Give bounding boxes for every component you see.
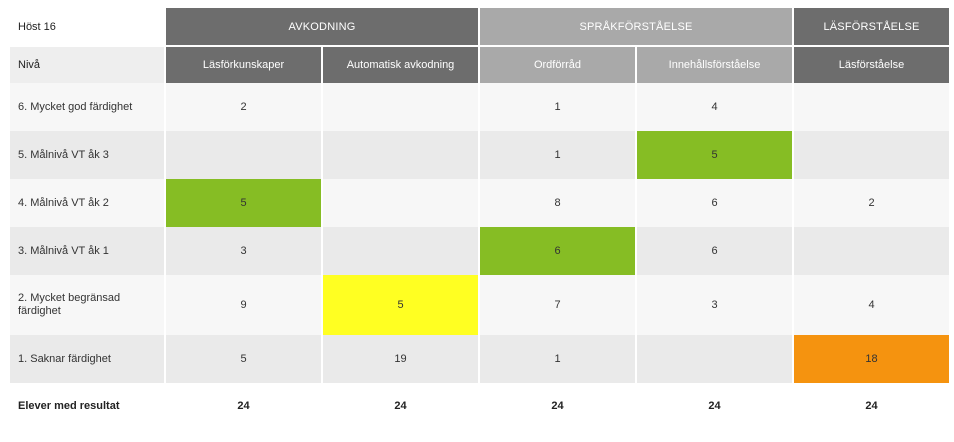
table-cell [794, 227, 950, 275]
total-label: Elever med resultat [10, 383, 164, 429]
total-cell: 24 [637, 383, 793, 429]
table-cell [323, 131, 478, 179]
column-header-lasforkunskaper: Läsförkunskaper [166, 45, 321, 83]
column-header-lasforstaelse: Läsförståelse [794, 45, 950, 83]
column-header-innehallsforstaelse: Innehållsförståelse [637, 45, 793, 83]
group-lasforstaelse: LÄSFÖRSTÅELSE [794, 8, 950, 45]
table-cell: 19 [323, 335, 478, 383]
level-header: Nivå [10, 45, 164, 83]
column-header-ordforrad: Ordförråd [480, 45, 635, 83]
group-sprakforstaelse: SPRÅKFÖRSTÅELSE [480, 8, 793, 45]
table-row: 3. Målnivå VT åk 1 3 6 6 [10, 227, 950, 275]
highlighted-cell: 18 [794, 335, 950, 383]
table-cell: 5 [166, 335, 321, 383]
total-cell: 24 [166, 383, 321, 429]
table-row: 4. Målnivå VT åk 2 5 8 6 2 [10, 179, 950, 227]
table-cell [794, 131, 950, 179]
table-cell [637, 335, 793, 383]
highlighted-cell: 5 [637, 131, 793, 179]
column-header-automatisk-avkodning: Automatisk avkodning [323, 45, 478, 83]
table-row: 2. Mycket begränsad färdighet 9 5 7 3 4 [10, 275, 950, 335]
level-label: 4. Målnivå VT åk 2 [10, 179, 164, 227]
table-cell: 2 [794, 179, 950, 227]
table-cell [166, 131, 321, 179]
table-cell: 1 [480, 131, 635, 179]
table-cell [794, 83, 950, 131]
highlighted-cell: 5 [323, 275, 478, 335]
table-cell: 3 [637, 275, 793, 335]
level-label: 6. Mycket god färdighet [10, 83, 164, 131]
total-cell: 24 [323, 383, 478, 429]
column-header-row: Nivå Läsförkunskaper Automatisk avkodnin… [10, 45, 950, 83]
group-header-row: Höst 16 AVKODNING SPRÅKFÖRSTÅELSE LÄSFÖR… [10, 8, 950, 45]
table-cell: 6 [637, 227, 793, 275]
term-label: Höst 16 [18, 20, 56, 33]
table-cell: 9 [166, 275, 321, 335]
table-cell: 2 [166, 83, 321, 131]
table-cell: 7 [480, 275, 635, 335]
table-cell: 4 [794, 275, 950, 335]
table-cell: 1 [480, 83, 635, 131]
table-cell [323, 227, 478, 275]
total-cell: 24 [794, 383, 950, 429]
table-row: 5. Målnivå VT åk 3 1 5 [10, 131, 950, 179]
level-label: 3. Målnivå VT åk 1 [10, 227, 164, 275]
highlighted-cell: 5 [166, 179, 321, 227]
table-cell [323, 83, 478, 131]
table-cell: 8 [480, 179, 635, 227]
table-cell: 4 [637, 83, 793, 131]
table-cell: 6 [637, 179, 793, 227]
table-cell [323, 179, 478, 227]
table-row: 1. Saknar färdighet 5 19 1 18 [10, 335, 950, 383]
group-avkodning: AVKODNING [166, 8, 478, 45]
table-cell: 1 [480, 335, 635, 383]
table-cell: 3 [166, 227, 321, 275]
highlighted-cell: 6 [480, 227, 635, 275]
results-table: Höst 16 AVKODNING SPRÅKFÖRSTÅELSE LÄSFÖR… [8, 8, 951, 429]
level-label: 2. Mycket begränsad färdighet [10, 275, 164, 335]
total-row: Elever med resultat 24 24 24 24 24 [10, 383, 950, 429]
total-cell: 24 [480, 383, 635, 429]
level-label: 5. Målnivå VT åk 3 [10, 131, 164, 179]
level-label: 1. Saknar färdighet [10, 335, 164, 383]
table-row: 6. Mycket god färdighet 2 1 4 [10, 83, 950, 131]
